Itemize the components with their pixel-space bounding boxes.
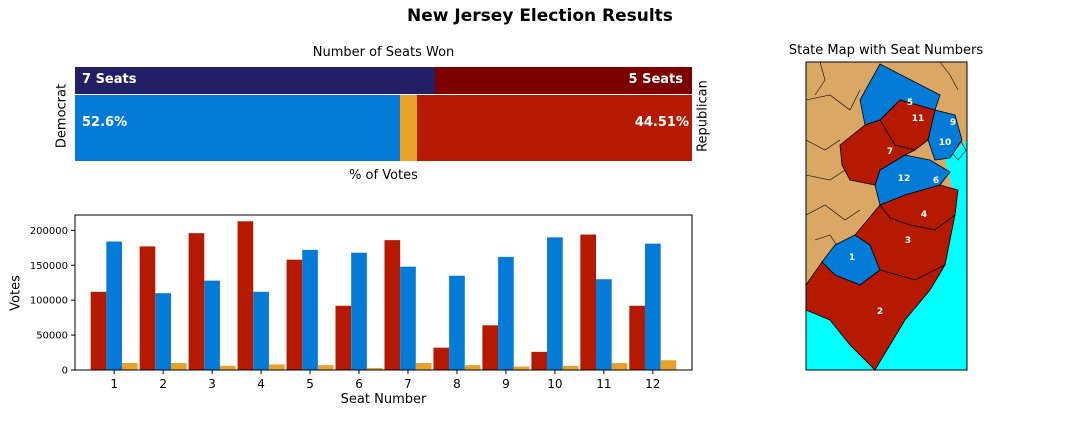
district-label: 4: [921, 210, 927, 220]
x-tick-label: 2: [159, 377, 167, 391]
rep-pct-label: 44.51%: [634, 115, 689, 130]
x-axis-label: Seat Number: [340, 392, 427, 407]
district-label: 5: [907, 98, 913, 108]
vote-bar: [139, 246, 156, 370]
vote-bar: [433, 347, 450, 370]
x-tick-label: 4: [257, 377, 265, 391]
vote-bar: [562, 365, 579, 370]
vote-bar: [170, 363, 187, 370]
vote-bar: [580, 234, 597, 370]
vote-bar: [106, 241, 123, 370]
district-label: 11: [912, 114, 925, 124]
district-label: 7: [887, 147, 893, 157]
map-title: State Map with Seat Numbers: [788, 43, 984, 58]
x-tick-label: 5: [306, 377, 314, 391]
seats-chart-title: Number of Seats Won: [312, 45, 455, 60]
vote-bar: [237, 221, 254, 370]
vote-bar: [531, 351, 548, 370]
vote-bar: [253, 291, 269, 370]
district-2: [805, 261, 947, 371]
dem-pct-label: 52.6%: [82, 115, 128, 130]
vote-bar: [366, 367, 383, 370]
vote-bar: [415, 363, 432, 370]
vote-bar: [317, 365, 334, 370]
district-label: 10: [939, 138, 952, 148]
other-votes-bar: [399, 95, 418, 161]
vote-bar: [611, 363, 628, 370]
dem-seats-bar: [75, 67, 435, 94]
district-label: 6: [933, 176, 939, 186]
vote-bar: [464, 365, 481, 370]
x-tick-label: 11: [596, 377, 611, 391]
plot-frame: [74, 214, 693, 371]
vote-bar: [188, 233, 205, 370]
vote-bar: [449, 275, 465, 370]
x-tick-label: 6: [355, 377, 363, 391]
map-frame: [805, 61, 968, 371]
x-tick-label: 1: [110, 377, 118, 391]
vote-bar: [513, 366, 530, 370]
vote-bar: [286, 259, 303, 370]
vote-bar: [498, 256, 514, 370]
x-tick-label: 10: [547, 377, 562, 391]
y-tick-label: 100000: [30, 296, 68, 307]
rep-votes-bar: [417, 95, 692, 161]
vote-bar: [351, 252, 367, 370]
vote-bar: [596, 279, 612, 370]
vote-bar: [629, 305, 645, 370]
vote-bar: [302, 249, 318, 370]
vote-bar: [384, 240, 401, 370]
rep-seats-label: 5 Seats: [628, 72, 683, 87]
rep-seats-bar: [434, 67, 692, 94]
district-3: [854, 204, 956, 281]
vote-bar: [335, 305, 352, 370]
x-tick-label: 3: [208, 377, 216, 391]
dem-seats-label: 7 Seats: [82, 72, 137, 87]
chart-title: New Jersey Election Results: [407, 6, 673, 26]
vote-bar: [547, 237, 563, 370]
vote-bar: [155, 293, 171, 370]
district-label: 9: [950, 118, 956, 128]
vote-bar: [122, 363, 138, 370]
y-tick-label: 50000: [36, 331, 68, 342]
dem-votes-bar: [75, 95, 400, 161]
vote-bar: [482, 325, 499, 370]
vote-bar: [204, 280, 220, 370]
district-label: 2: [877, 307, 883, 317]
vote-bar: [644, 243, 661, 370]
district-7: [839, 119, 917, 186]
y-tick-label: 0: [62, 366, 68, 377]
x-tick-label: 12: [645, 377, 660, 391]
y-tick-label: 150000: [30, 261, 68, 272]
x-tick-label: 8: [453, 377, 461, 391]
vote-bar: [90, 291, 107, 370]
vote-bar: [400, 266, 416, 370]
map-water: [806, 140, 967, 370]
votes-axis-label: % of Votes: [349, 168, 418, 183]
vote-bar: [219, 365, 236, 370]
district-label: 12: [898, 174, 911, 184]
x-tick-label: 7: [404, 377, 412, 391]
county-lines: [805, 61, 967, 251]
district-label: 1: [849, 253, 855, 263]
district-label: 3: [905, 236, 911, 246]
vote-bar: [268, 364, 285, 370]
vote-bar: [660, 360, 677, 370]
y-tick-label: 200000: [30, 226, 68, 237]
x-tick-label: 9: [502, 377, 510, 391]
